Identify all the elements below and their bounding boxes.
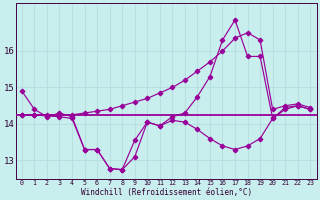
- X-axis label: Windchill (Refroidissement éolien,°C): Windchill (Refroidissement éolien,°C): [81, 188, 252, 197]
